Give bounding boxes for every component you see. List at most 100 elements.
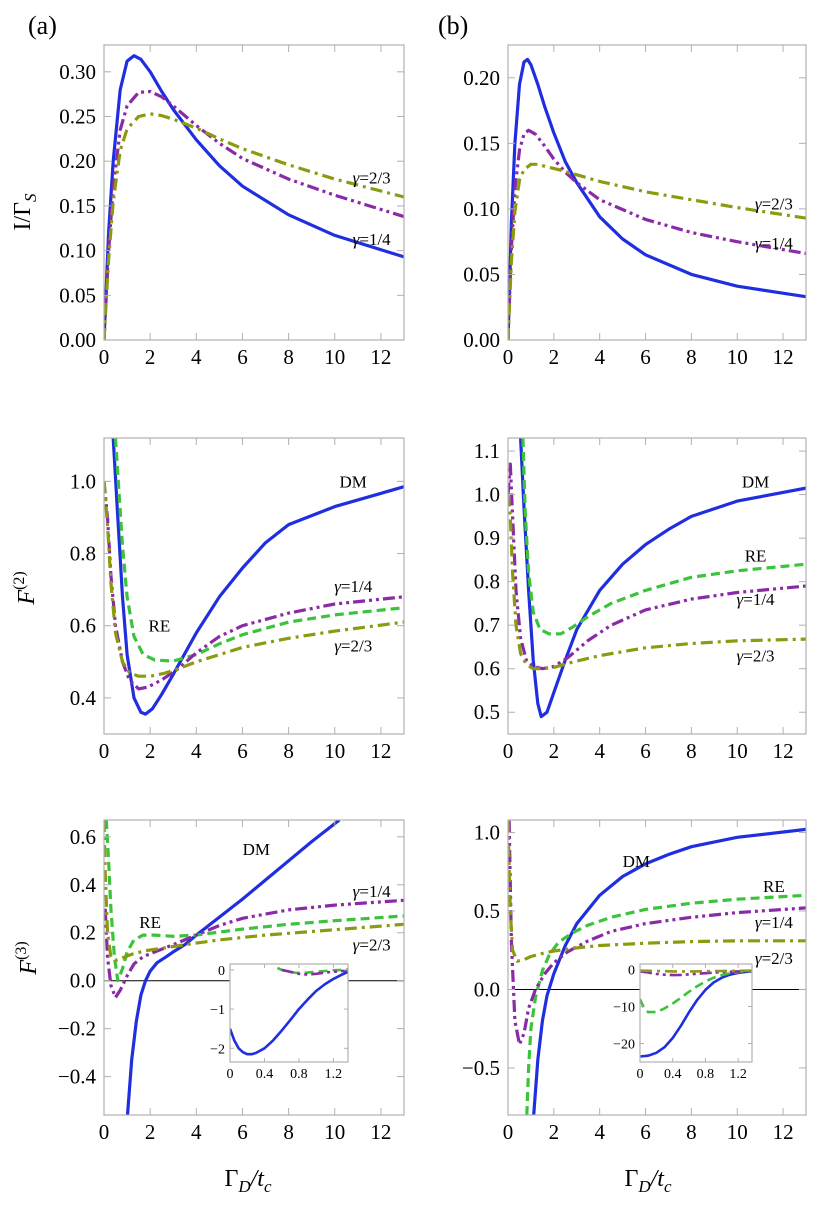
svg-text:I/ΓS: I/ΓS bbox=[10, 193, 40, 231]
svg-text:F(2): F(2) bbox=[11, 571, 40, 605]
y-tick-label: −2 bbox=[210, 1042, 225, 1057]
x-tick-label: 0.8 bbox=[290, 1067, 308, 1082]
series-γ=1/4 bbox=[508, 128, 806, 340]
annotation-label: γ=1/4 bbox=[334, 577, 373, 596]
x-tick-label: 0.4 bbox=[664, 1067, 682, 1082]
x-tick-label: 8 bbox=[283, 345, 294, 369]
series-γ=1/4 bbox=[508, 462, 806, 671]
y-tick-label: 0.0 bbox=[474, 977, 500, 1001]
annotation-label: γ=2/3 bbox=[353, 936, 391, 955]
annotation-label: γ=2/3 bbox=[755, 195, 793, 214]
y-tick-label: −0.2 bbox=[58, 1017, 96, 1041]
series-RE bbox=[113, 438, 404, 663]
y-tick-label: 1.0 bbox=[70, 469, 96, 493]
plot-frame bbox=[507, 819, 807, 1116]
annotation-label: DM bbox=[623, 852, 650, 871]
x-tick-label: 10 bbox=[727, 345, 748, 369]
x-tick-label: 0 bbox=[637, 1067, 644, 1082]
x-tick-label: 10 bbox=[324, 1120, 345, 1144]
x-tick-label: 4 bbox=[191, 1120, 202, 1144]
x-tick-label: 2 bbox=[549, 1120, 560, 1144]
x-tick-label: 12 bbox=[370, 739, 391, 763]
svg-text:F(3): F(3) bbox=[13, 941, 42, 975]
x-tick-label: 0 bbox=[503, 739, 514, 763]
series-RE bbox=[521, 438, 806, 636]
annotation-label: γ=2/3 bbox=[353, 168, 391, 187]
y-tick-label: 1.0 bbox=[474, 821, 500, 845]
x-tick-label: 6 bbox=[640, 739, 651, 763]
annotation-label: γ=1/4 bbox=[353, 882, 392, 901]
annotation-label: γ=1/4 bbox=[755, 913, 794, 932]
y-tick-label: 0.5 bbox=[474, 700, 500, 724]
annotation-label: RE bbox=[745, 547, 767, 566]
annotation-label: RE bbox=[763, 877, 785, 896]
annotation-label: RE bbox=[149, 617, 171, 636]
y-tick-label: 0 bbox=[218, 964, 225, 979]
x-tick-label: 8 bbox=[283, 1120, 294, 1144]
series-DM bbox=[111, 438, 404, 716]
x-tick-label: 6 bbox=[640, 1120, 651, 1144]
y-tick-label: 0.9 bbox=[474, 526, 500, 550]
series-γ=1/4 bbox=[104, 89, 404, 340]
x-tick-label: 0 bbox=[99, 739, 110, 763]
ylabel-f3: F(3) bbox=[13, 941, 42, 975]
x-tick-label: 0.4 bbox=[256, 1067, 274, 1082]
series-DM bbox=[230, 970, 348, 1056]
series-γ=2/3 bbox=[104, 481, 404, 678]
x-tick-label: 2 bbox=[145, 739, 156, 763]
y-tick-label: 0.7 bbox=[474, 613, 500, 637]
x-tick-label: 12 bbox=[370, 345, 391, 369]
series-RE bbox=[276, 966, 348, 975]
x-tick-label: 4 bbox=[191, 739, 202, 763]
y-tick-label: 0.8 bbox=[474, 570, 500, 594]
y-tick-label: 0.05 bbox=[59, 283, 96, 307]
x-tick-label: 10 bbox=[324, 345, 345, 369]
x-tick-label: 12 bbox=[773, 1120, 794, 1144]
y-tick-label: 0.10 bbox=[59, 239, 96, 263]
x-tick-label: 8 bbox=[686, 739, 697, 763]
y-tick-label: −20 bbox=[613, 1038, 635, 1053]
plot-frame bbox=[229, 963, 349, 1063]
x-tick-label: 2 bbox=[145, 1120, 156, 1144]
x-tick-label: 1.2 bbox=[325, 1067, 343, 1082]
y-tick-label: 0 bbox=[628, 964, 635, 979]
y-tick-label: −0.4 bbox=[58, 1065, 97, 1089]
y-tick-label: −0.5 bbox=[462, 1056, 500, 1080]
y-tick-label: 0.05 bbox=[463, 262, 500, 286]
x-tick-label: 6 bbox=[237, 345, 248, 369]
y-tick-label: 0.6 bbox=[474, 657, 500, 681]
y-tick-label: 0.4 bbox=[70, 686, 97, 710]
y-tick-label: 1.1 bbox=[474, 439, 500, 463]
annotation-label: RE bbox=[139, 913, 161, 932]
x-tick-label: 6 bbox=[237, 739, 248, 763]
x-tick-label: 12 bbox=[370, 1120, 391, 1144]
y-tick-label: 0.15 bbox=[463, 131, 500, 155]
series-RE bbox=[640, 969, 752, 1014]
x-tick-label: 10 bbox=[324, 739, 345, 763]
series-γ=1/4 bbox=[508, 820, 806, 1046]
series-γ=1/4 bbox=[104, 898, 404, 1000]
annotation-label: γ=2/3 bbox=[737, 647, 775, 666]
xlabel-a: ΓD/tc bbox=[224, 1166, 272, 1196]
plot-frame bbox=[103, 437, 405, 735]
plot-frame bbox=[103, 819, 405, 1116]
y-tick-label: 0.30 bbox=[59, 60, 96, 84]
series-γ=1/4 bbox=[640, 969, 752, 977]
plot-a-f2: 0 2 4 6 8 10 12 0.4 0.6 0.8 1.0 DM RE γ=1/4 γ=2/3 bbox=[70, 437, 405, 763]
x-tick-label: 0 bbox=[99, 345, 110, 369]
x-tick-label: 8 bbox=[686, 1120, 697, 1144]
x-tick-label: 2 bbox=[549, 345, 560, 369]
x-tick-label: 4 bbox=[594, 345, 605, 369]
x-tick-label: 4 bbox=[594, 739, 605, 763]
y-tick-label: −10 bbox=[613, 1001, 635, 1016]
ylabel-current: I/ΓS bbox=[10, 193, 40, 231]
plot-b-f3: 0 2 4 6 8 10 12 −0.5 0.0 0.5 1.0 DM RE γ=1/4 γ=2/3 bbox=[462, 819, 807, 1144]
x-tick-label: 0 bbox=[99, 1120, 110, 1144]
x-tick-label: 10 bbox=[727, 1120, 748, 1144]
x-tick-label: 0 bbox=[503, 345, 514, 369]
x-tick-label: 0 bbox=[227, 1067, 234, 1082]
x-tick-label: 12 bbox=[773, 739, 794, 763]
plot-a-f3: 0 2 4 6 8 10 12 −0.4 −0.2 0.0 0.2 0.4 0.6 DM RE γ=1/4 γ=… bbox=[58, 819, 405, 1144]
plot-frame bbox=[103, 44, 405, 341]
plot-frame bbox=[507, 44, 807, 341]
